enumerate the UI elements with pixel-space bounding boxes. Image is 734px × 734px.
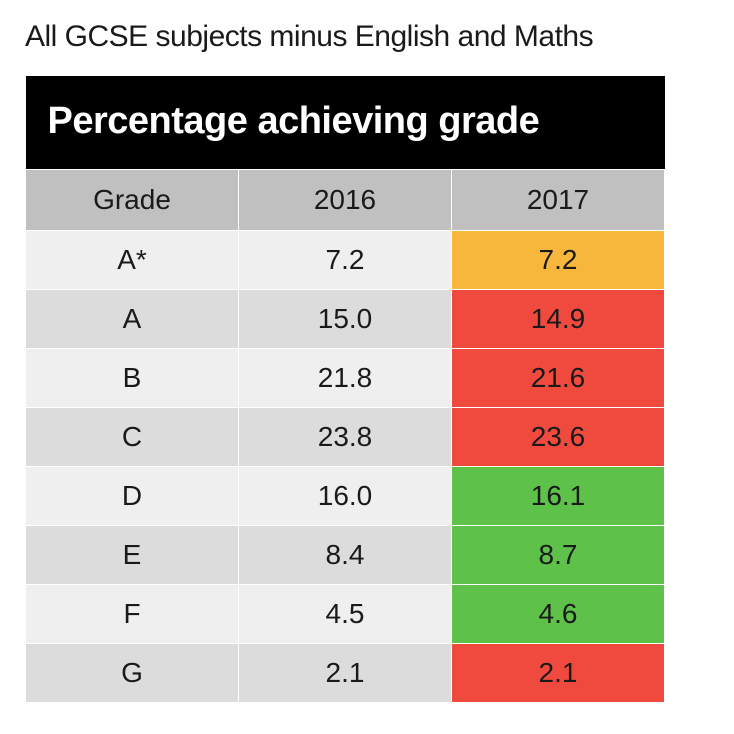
cell-2017: 8.7 — [452, 526, 665, 585]
cell-2017: 23.6 — [452, 408, 665, 467]
cell-2017: 16.1 — [452, 467, 665, 526]
table-row: F4.54.6 — [26, 585, 665, 644]
cell-2016: 8.4 — [239, 526, 452, 585]
col-header-2017: 2017 — [452, 170, 665, 231]
table-row: D16.016.1 — [26, 467, 665, 526]
cell-2017: 2.1 — [452, 644, 665, 703]
cell-2016: 16.0 — [239, 467, 452, 526]
table-row: A*7.27.2 — [26, 231, 665, 290]
cell-grade: E — [26, 526, 239, 585]
cell-2016: 23.8 — [239, 408, 452, 467]
col-header-grade: Grade — [26, 170, 239, 231]
cell-2017: 7.2 — [452, 231, 665, 290]
cell-grade: F — [26, 585, 239, 644]
cell-grade: D — [26, 467, 239, 526]
table-body: A*7.27.2A15.014.9B21.821.6C23.823.6D16.0… — [26, 231, 665, 703]
cell-2016: 2.1 — [239, 644, 452, 703]
cell-grade: A — [26, 290, 239, 349]
cell-2016: 21.8 — [239, 349, 452, 408]
table-header-row: Grade 2016 2017 — [26, 170, 665, 231]
col-header-2016: 2016 — [239, 170, 452, 231]
cell-grade: B — [26, 349, 239, 408]
table-row: A15.014.9 — [26, 290, 665, 349]
cell-2016: 7.2 — [239, 231, 452, 290]
table-row: C23.823.6 — [26, 408, 665, 467]
cell-grade: A* — [26, 231, 239, 290]
grade-table: Percentage achieving grade Grade 2016 20… — [25, 76, 665, 703]
table-banner: Percentage achieving grade — [26, 76, 665, 170]
table-row: G2.12.1 — [26, 644, 665, 703]
table-row: B21.821.6 — [26, 349, 665, 408]
cell-2017: 4.6 — [452, 585, 665, 644]
table-row: E8.48.7 — [26, 526, 665, 585]
cell-2016: 4.5 — [239, 585, 452, 644]
cell-2017: 14.9 — [452, 290, 665, 349]
cell-2016: 15.0 — [239, 290, 452, 349]
page-title: All GCSE subjects minus English and Math… — [25, 20, 709, 54]
cell-2017: 21.6 — [452, 349, 665, 408]
cell-grade: C — [26, 408, 239, 467]
cell-grade: G — [26, 644, 239, 703]
